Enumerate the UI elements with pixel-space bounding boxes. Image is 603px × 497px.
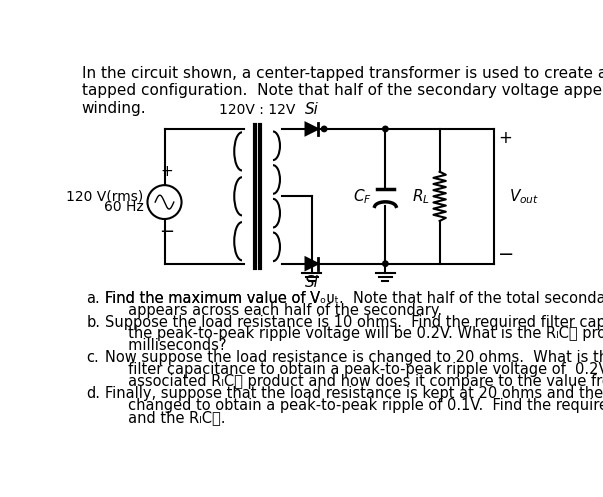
Polygon shape: [306, 123, 318, 135]
Text: +: +: [160, 164, 173, 179]
Text: c.: c.: [86, 350, 99, 365]
Text: associated RₗC₟ product and how does it compare to the value from part b?: associated RₗC₟ product and how does it …: [105, 374, 603, 389]
Text: milliseconds?: milliseconds?: [105, 338, 226, 353]
Circle shape: [321, 126, 327, 132]
Text: 120 V(rms): 120 V(rms): [66, 190, 144, 204]
Text: Si: Si: [305, 102, 319, 117]
Text: Now suppose the load resistance is changed to 20 ohms.  What is the new value of: Now suppose the load resistance is chang…: [105, 350, 603, 365]
Circle shape: [383, 126, 388, 132]
Text: −: −: [159, 223, 174, 241]
Text: 120V : 12V: 120V : 12V: [219, 102, 295, 117]
Text: Find the maximum value of V: Find the maximum value of V: [105, 291, 320, 306]
Text: Finally, suppose that the load resistance is kept at 20 ohms and the filter capa: Finally, suppose that the load resistanc…: [105, 386, 603, 401]
Text: a.: a.: [86, 291, 100, 306]
Text: $R_L$: $R_L$: [412, 187, 431, 206]
Text: Find the maximum value of Vₒᴜₜ.  Note that half of the total secondary voltage: Find the maximum value of Vₒᴜₜ. Note tha…: [105, 291, 603, 306]
Circle shape: [383, 261, 388, 266]
Text: +: +: [497, 129, 511, 147]
Text: appears across each half of the secondary.: appears across each half of the secondar…: [105, 303, 442, 318]
Text: d.: d.: [86, 386, 100, 401]
Text: −: −: [497, 245, 514, 264]
Polygon shape: [306, 257, 318, 270]
Text: filter capacitance to obtain a peak-to-peak ripple voltage of  0.2V?  What is th: filter capacitance to obtain a peak-to-p…: [105, 362, 603, 377]
Text: 60 Hz: 60 Hz: [104, 200, 144, 215]
Text: $C_F$: $C_F$: [353, 187, 371, 206]
Text: and the RₗC₟.: and the RₗC₟.: [105, 410, 226, 425]
Text: In the circuit shown, a center-tapped transformer is used to create a full-wave : In the circuit shown, a center-tapped tr…: [81, 66, 603, 116]
Text: Si: Si: [305, 275, 319, 290]
Text: b.: b.: [86, 315, 100, 330]
Text: $V_{out}$: $V_{out}$: [508, 187, 539, 206]
Text: Suppose the load resistance is 10 ohms.  Find the required filter capacitance so: Suppose the load resistance is 10 ohms. …: [105, 315, 603, 330]
Text: the peak-to-peak ripple voltage will be 0.2V. What is the RₗC₟ product in: the peak-to-peak ripple voltage will be …: [105, 327, 603, 341]
Text: changed to obtain a peak-to-peak ripple of 0.1V.  Find the required filter capac: changed to obtain a peak-to-peak ripple …: [105, 398, 603, 413]
